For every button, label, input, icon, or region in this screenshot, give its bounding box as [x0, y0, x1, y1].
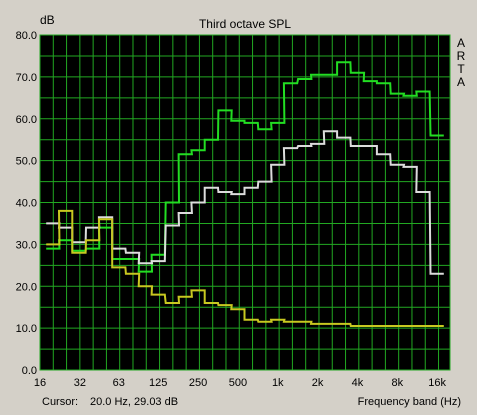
watermark-letter: A	[457, 36, 465, 50]
x-tick-label: 125	[149, 377, 167, 389]
x-tick-label: 16k	[428, 377, 446, 389]
series-group	[46, 61, 444, 327]
x-tick-label: 1k	[272, 377, 284, 389]
chart-title: Third octave SPL	[199, 17, 291, 31]
y-tick-label: 80.0	[16, 30, 37, 42]
cursor-readout: 20.0 Hz, 29.03 dB	[90, 396, 179, 408]
y-tick-label: 30.0	[16, 239, 37, 251]
y-tick-label: 70.0	[16, 72, 37, 84]
status-bar: Cursor: 20.0 Hz, 29.03 dB Frequency band…	[0, 392, 477, 412]
spl-chart[interactable]: 0.0 10.0 20.0 30.0 40.0 50.0 60.0 70.0 80.0 16 32…	[0, 0, 477, 392]
x-tick-label: 63	[113, 377, 125, 389]
y-tick-label: 20.0	[16, 281, 37, 293]
x-tick-label: 4k	[352, 377, 364, 389]
y-tick-label: 50.0	[16, 156, 37, 168]
y-axis-label: dB	[40, 13, 55, 27]
watermark-letter: T	[457, 62, 465, 76]
x-tick-label: 8k	[392, 377, 404, 389]
x-tick-labels: 16 32 63 125 250 500 1k 2k 4k 8k 16k	[34, 377, 447, 389]
y-tick-label: 60.0	[16, 114, 37, 126]
x-tick-label: 16	[34, 377, 46, 389]
x-tick-label: 32	[74, 377, 86, 389]
y-tick-label: 0.0	[22, 365, 37, 377]
x-tick-label: 250	[189, 377, 207, 389]
plot-border	[39, 34, 451, 371]
watermark-letter: R	[457, 49, 466, 63]
cursor-label: Cursor:	[42, 396, 79, 408]
series-line-3	[46, 209, 444, 327]
y-tick-labels: 0.0 10.0 20.0 30.0 40.0 50.0 60.0 70.0 80.0	[16, 30, 37, 377]
y-tick-label: 40.0	[16, 198, 37, 210]
x-tick-label: 500	[229, 377, 247, 389]
watermark-letter: A	[457, 75, 465, 89]
x-axis-label: Frequency band (Hz)	[357, 396, 461, 408]
x-tick-label: 2k	[312, 377, 324, 389]
y-tick-label: 10.0	[16, 323, 37, 335]
